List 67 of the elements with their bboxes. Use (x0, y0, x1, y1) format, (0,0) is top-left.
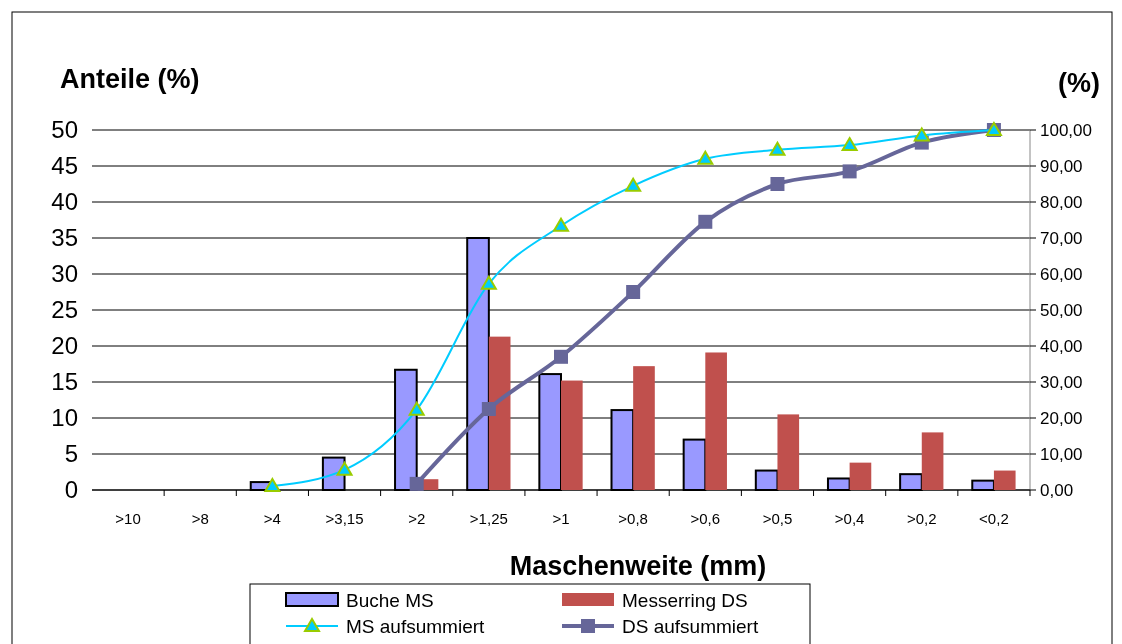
y-axis-title: Anteile (%) (60, 64, 200, 94)
point (408, 401, 425, 416)
bar (921, 432, 944, 490)
x-tick-label: <0,2 (979, 510, 1009, 527)
point (625, 177, 642, 192)
bar (777, 414, 800, 490)
x-tick-label: >0,8 (618, 510, 648, 527)
x-tick-label: >0,4 (834, 510, 865, 527)
y2-tick-label: 50,00 (1040, 301, 1083, 320)
x-tick-label: >1,25 (469, 510, 508, 527)
point (553, 217, 569, 232)
bar (633, 366, 655, 490)
point (481, 402, 496, 416)
legend-label: Messerring DS (622, 590, 748, 611)
point (409, 476, 424, 491)
y-tick-label: 45 (51, 152, 78, 179)
point (842, 164, 857, 179)
point (769, 141, 786, 156)
y-tick-label: 20 (51, 332, 78, 359)
y2-tick-label: 40,00 (1040, 337, 1083, 356)
point (480, 275, 497, 290)
bar (993, 470, 1016, 490)
x-tick-label: >0,6 (690, 510, 721, 527)
x-tick-label: >2 (408, 510, 426, 527)
y2-tick-label: 20,00 (1040, 409, 1083, 428)
x-tick-label: >0,2 (906, 510, 937, 527)
y-tick-label: 25 (51, 296, 78, 323)
legend-label: MS aufsummiert (346, 616, 486, 637)
point (626, 285, 641, 299)
y2-tick-label: 60,00 (1040, 265, 1083, 284)
legend-label: Buche MS (346, 590, 434, 611)
y2-tick-label: 100,00 (1040, 121, 1092, 140)
x-tick-label: >3,15 (325, 510, 364, 527)
point (264, 478, 281, 493)
x-tick-label: >1 (552, 510, 570, 527)
bar (561, 380, 583, 490)
y2-tick-label: 90,00 (1040, 157, 1083, 176)
y-tick-label: 50 (51, 116, 78, 143)
y-tick-label: 5 (64, 440, 78, 467)
point (770, 177, 785, 191)
point (554, 349, 568, 364)
x-tick-label: >8 (191, 510, 209, 527)
legend-label: DS aufsummiert (622, 616, 759, 637)
x-tick-label: >10 (115, 510, 141, 527)
y2-tick-label: 0,00 (1040, 481, 1074, 500)
point (698, 214, 713, 229)
y-tick-label: 15 (51, 368, 78, 395)
y-tick-label: 40 (51, 188, 78, 215)
bar (849, 462, 872, 490)
point (697, 150, 714, 165)
x-tick-label: >4 (263, 510, 281, 527)
y2-axis-title: (%) (1058, 68, 1100, 98)
point (913, 127, 930, 142)
y2-tick-label: 70,00 (1040, 229, 1083, 248)
y-tick-label: 0 (64, 476, 78, 503)
x-tick-label: >0,5 (762, 510, 793, 527)
y-tick-label: 35 (51, 224, 78, 251)
bar (705, 352, 727, 490)
y2-tick-label: 10,00 (1040, 445, 1083, 464)
y-tick-label: 30 (51, 260, 78, 287)
y2-tick-label: 30,00 (1040, 373, 1083, 392)
point (841, 137, 858, 152)
point (336, 461, 353, 476)
x-axis-title: Maschenweite (mm) (509, 551, 767, 581)
y2-tick-label: 80,00 (1040, 193, 1083, 212)
y-tick-label: 10 (51, 404, 78, 431)
bar (488, 336, 511, 490)
